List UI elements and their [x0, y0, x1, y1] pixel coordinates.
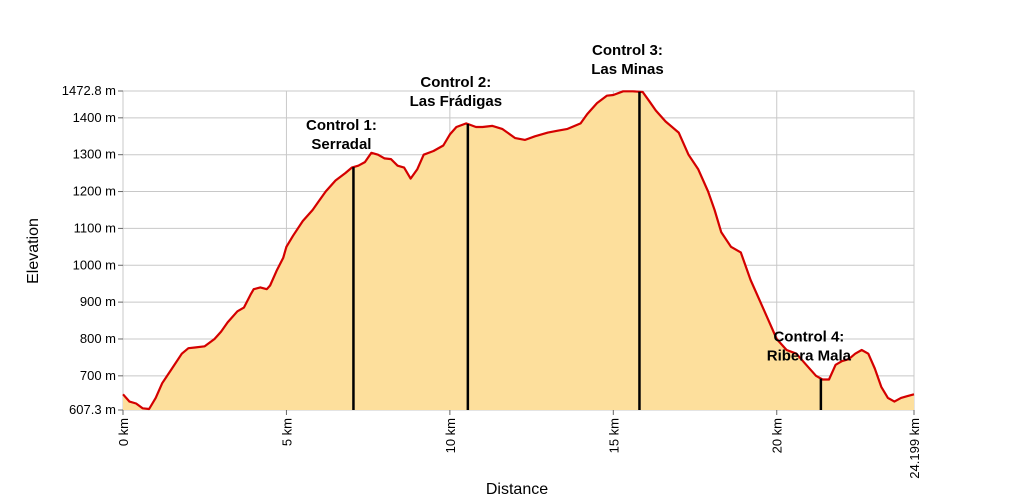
y-tick-label: 1000 m: [73, 257, 116, 272]
control-label: Control 3:: [592, 42, 663, 59]
y-tick-label: 1472.8 m: [62, 83, 116, 98]
y-tick-label: 1200 m: [73, 184, 116, 199]
control-label: Serradal: [311, 136, 371, 153]
x-axis-ticks: 0 km 5 km 10 km 15 km 20 km 24.199 km: [116, 410, 922, 479]
x-tick-label: 10 km: [443, 418, 458, 453]
y-tick-label: 700 m: [80, 368, 116, 383]
control-markers: [352, 91, 823, 410]
control-label: Las Minas: [591, 61, 664, 78]
x-tick-label: 5 km: [279, 418, 294, 446]
y-tick-label: 1100 m: [74, 220, 116, 235]
y-tick-label: 607.3 m: [69, 402, 116, 417]
y-tick-label: 1400 m: [73, 110, 116, 125]
x-tick-label: 20 km: [770, 418, 785, 453]
control-annotations: Control 1: Serradal Control 2: Las Frádigas…: [306, 42, 852, 365]
control-label: Ribera Mala: [767, 348, 852, 365]
control-label: Control 2:: [420, 74, 491, 91]
x-tick-label: 15 km: [606, 418, 621, 453]
y-tick-label: 900 m: [80, 294, 116, 309]
y-tick-label: 800 m: [80, 331, 116, 346]
y-axis-ticks: 607.3 m 700 m 800 m 900 m 1000 m 1100 m 1200 m…: [62, 83, 123, 417]
y-axis-title: Elevation: [25, 218, 42, 284]
elevation-line: [122, 90, 915, 411]
x-tick-label: 0 km: [116, 418, 131, 446]
elevation-area-fill: [123, 91, 914, 411]
control-label: Las Frádigas: [410, 93, 503, 110]
x-axis-title: Distance: [486, 481, 548, 498]
y-tick-label: 1300 m: [73, 147, 116, 162]
control-label: Control 4:: [773, 329, 844, 346]
x-tick-label: 24.199 km: [907, 418, 922, 479]
control-label: Control 1:: [306, 117, 377, 134]
